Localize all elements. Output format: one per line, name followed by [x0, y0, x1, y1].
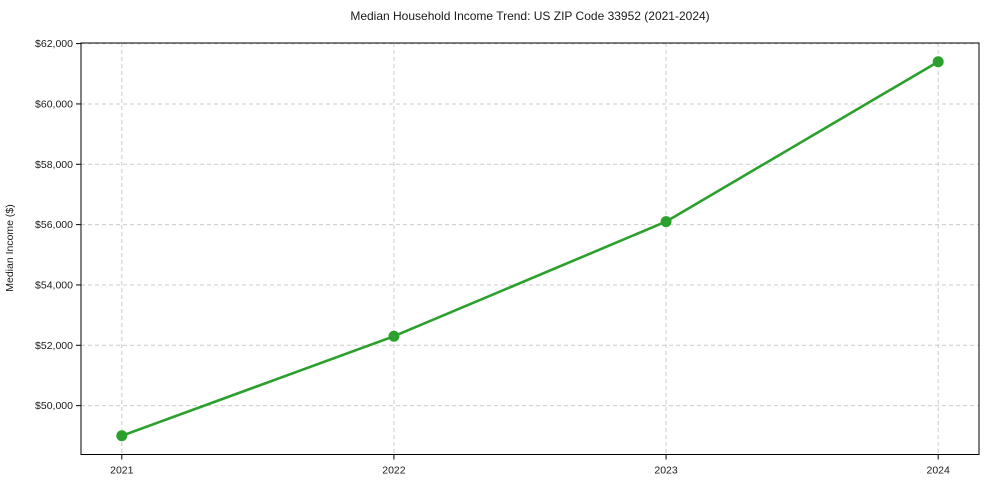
plot-border — [80, 42, 980, 455]
chart-title: Median Household Income Trend: US ZIP Co… — [350, 9, 710, 23]
y-tick-label: $60,000 — [35, 98, 73, 110]
data-point — [932, 56, 944, 68]
data-line — [120, 60, 940, 438]
data-point — [388, 330, 400, 342]
y-tick-label: $62,000 — [35, 38, 73, 50]
y-tick-label: $56,000 — [35, 219, 73, 231]
y-tick-label: $52,000 — [35, 340, 73, 352]
x-tick-label: 2023 — [654, 465, 678, 477]
y-tick-label: $58,000 — [35, 159, 73, 171]
y-tick-label: $50,000 — [35, 400, 73, 412]
x-tick-label: 2022 — [382, 465, 406, 477]
x-tick-label: 2024 — [927, 465, 951, 477]
y-tick-label: $54,000 — [35, 279, 73, 291]
x-tick-label: 2021 — [110, 465, 134, 477]
data-point — [116, 430, 128, 442]
data-point — [660, 216, 672, 228]
